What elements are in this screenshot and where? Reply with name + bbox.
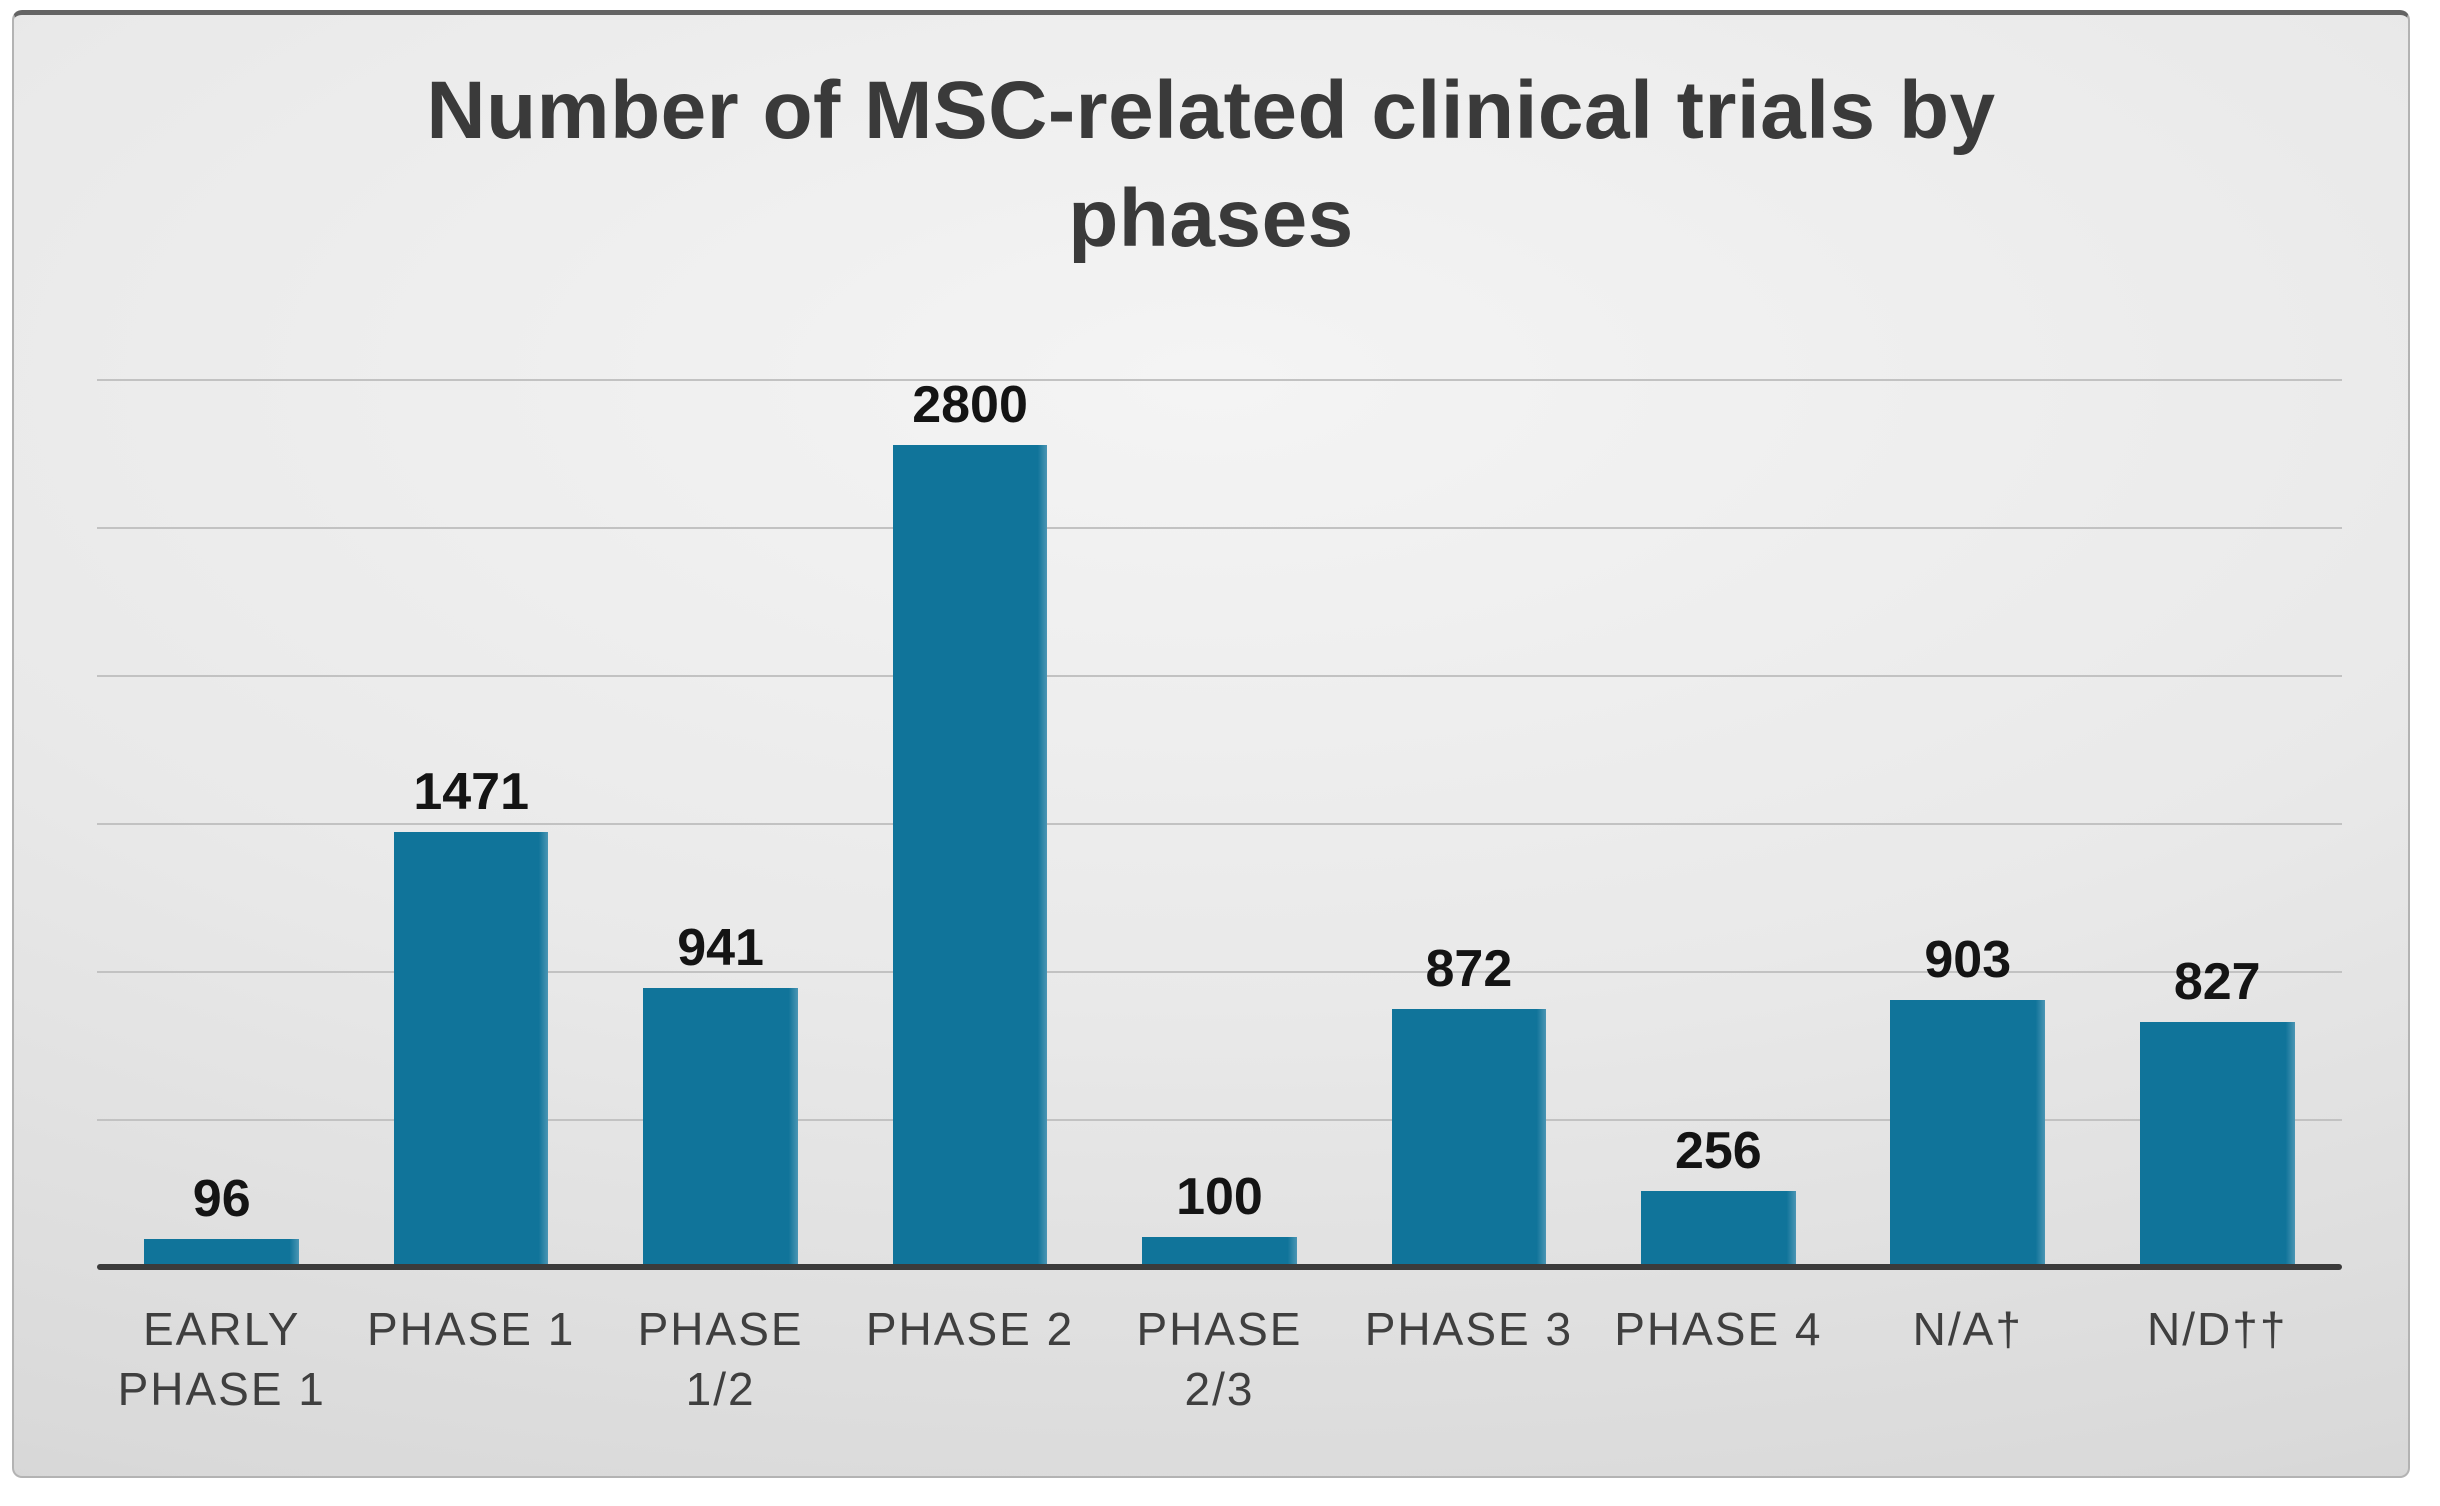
- bar: [1142, 1237, 1297, 1267]
- bar-value-label: 96: [192, 1169, 251, 1228]
- x-axis-label: N/A†: [1843, 1300, 2092, 1420]
- x-axis-label-text: N/D††: [2147, 1303, 2288, 1355]
- x-axis-label-text: PHASE 2/3: [1136, 1303, 1303, 1415]
- gridline: [97, 1119, 2342, 1121]
- bar-slot: 100: [1095, 379, 1344, 1267]
- gridline: [97, 674, 2342, 677]
- plot-area: 96 1471 941 2800 100 872 256 903 827: [97, 379, 2342, 1270]
- x-axis-label: PHASE 3: [1344, 1300, 1593, 1420]
- x-axis-label-text: PHASE 2: [865, 1303, 1075, 1355]
- x-axis-line: [97, 1264, 2342, 1270]
- x-axis-label-text: PHASE 3: [1364, 1303, 1574, 1355]
- bar: [393, 831, 549, 1267]
- bar: [1641, 1191, 1796, 1267]
- gridline: [97, 526, 2342, 529]
- bar-slot: 872: [1344, 379, 1593, 1267]
- x-axis-labels: EARLY PHASE 1 PHASE 1 PHASE 1/2 PHASE 2 PHAS…: [97, 1300, 2342, 1420]
- x-axis-label: PHASE 1/2: [596, 1300, 845, 1420]
- bar-slot: 903: [1843, 379, 2092, 1267]
- x-axis-label-text: PHASE 1/2: [637, 1303, 804, 1415]
- chart-panel: Number of MSC-related clinical trials by…: [12, 10, 2410, 1478]
- bar: [1391, 1008, 1547, 1267]
- bar-value-label: 2800: [912, 376, 1028, 434]
- x-axis-label: PHASE 4: [1594, 1300, 1843, 1420]
- bar: [144, 1238, 300, 1267]
- x-axis-label: EARLY PHASE 1: [97, 1300, 346, 1420]
- bar-value-label: 100: [1176, 1168, 1263, 1227]
- bar-slot: 96: [97, 379, 346, 1267]
- x-axis-label: N/D††: [2093, 1300, 2342, 1420]
- bar: [643, 988, 798, 1267]
- bar-value-label: 941: [677, 919, 764, 978]
- bar-value-label: 256: [1674, 1122, 1762, 1181]
- bar-value-label: 872: [1425, 939, 1513, 998]
- x-axis-label-text: EARLY PHASE 1: [117, 1303, 326, 1415]
- x-axis-label: PHASE 2: [845, 1300, 1094, 1420]
- bar-slot: 256: [1594, 379, 1843, 1267]
- bar: [892, 445, 1048, 1267]
- x-axis-label-text: N/A†: [1912, 1303, 2023, 1355]
- bar-series: 96 1471 941 2800 100 872 256 903 827: [97, 379, 2342, 1267]
- bar: [1890, 999, 2046, 1267]
- x-axis-label: PHASE 2/3: [1095, 1300, 1344, 1420]
- bar-value-label: 827: [2173, 953, 2261, 1012]
- bar-slot: 941: [596, 379, 845, 1267]
- bar-slot: 827: [2093, 379, 2342, 1267]
- x-axis-label-text: PHASE 1: [367, 1303, 576, 1355]
- gridline: [97, 970, 2342, 973]
- chart-title: Number of MSC-related clinical trials by…: [426, 65, 1996, 265]
- bar-slot: 1471: [346, 379, 595, 1267]
- gridline: [97, 379, 2342, 381]
- x-axis-label-text: PHASE 4: [1614, 1303, 1823, 1355]
- bar: [2139, 1022, 2295, 1267]
- bar-slot: 2800: [845, 379, 1094, 1267]
- gridline: [97, 823, 2342, 825]
- bar-value-label: 1471: [413, 762, 529, 821]
- x-axis-label: PHASE 1: [346, 1300, 595, 1420]
- bar-value-label: 903: [1924, 930, 2012, 989]
